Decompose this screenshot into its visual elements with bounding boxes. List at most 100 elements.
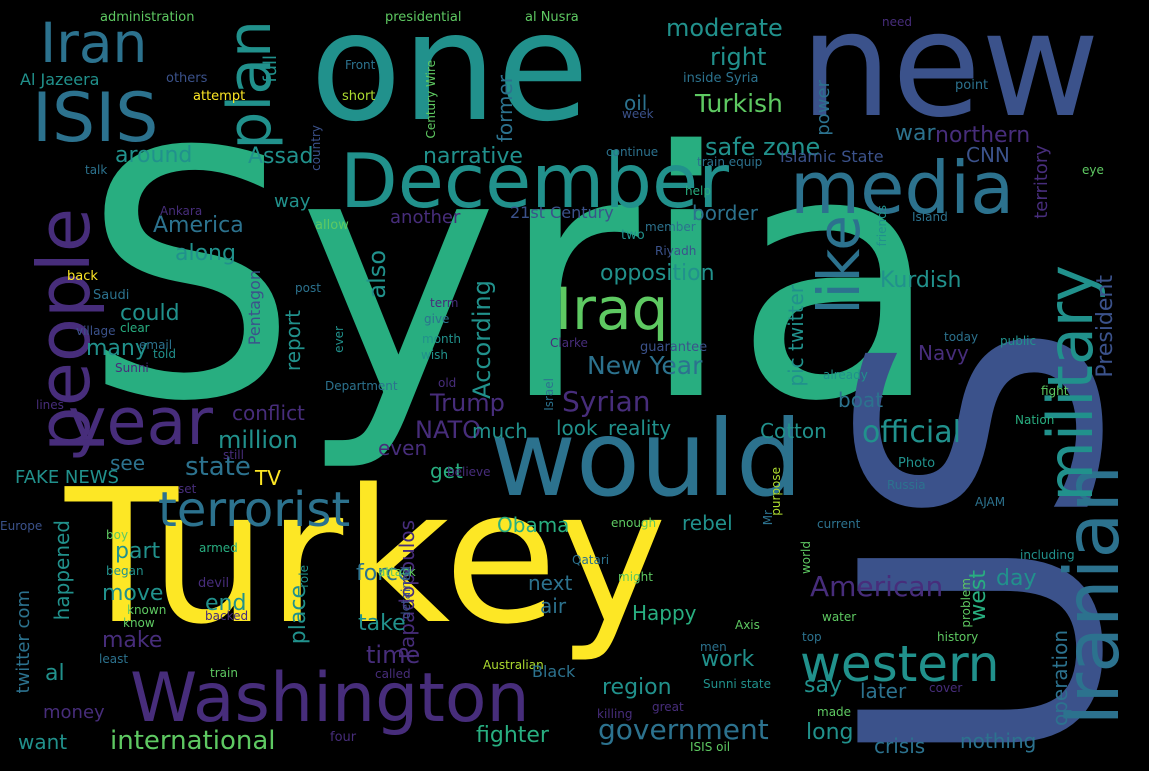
word-rebel: rebel: [682, 511, 733, 536]
word-member: member: [645, 220, 696, 235]
word-part: part: [115, 539, 161, 565]
word-front: Front: [345, 58, 376, 73]
word-great: great: [652, 700, 684, 715]
word-media: media: [790, 146, 1015, 231]
word-presidential: presidential: [385, 9, 462, 25]
word-began: began: [106, 564, 144, 579]
word-enough: enough: [611, 516, 657, 531]
word-set: set: [178, 482, 197, 497]
word-century-wire: Century Wire: [424, 60, 438, 139]
word-axis: Axis: [735, 618, 760, 633]
word-term: term: [430, 296, 459, 311]
word-saudi: Saudi: [93, 287, 130, 303]
word-sunni: Sunni: [115, 361, 149, 376]
word-many: many: [86, 336, 148, 362]
word-syrian: Syrian: [562, 384, 651, 418]
word-day: day: [996, 566, 1037, 592]
word-territory: territory: [1031, 145, 1052, 219]
word-attack: attack: [378, 565, 416, 580]
word-according: According: [468, 280, 496, 399]
word-ever: ever: [332, 326, 346, 353]
word-country: country: [309, 125, 323, 171]
word-full: full: [260, 55, 281, 83]
word-mr: Mr: [761, 510, 775, 526]
word-make: make: [102, 628, 163, 654]
word-history: history: [937, 630, 979, 645]
word-money: money: [43, 701, 105, 723]
word-two: two: [621, 227, 645, 243]
word-point: point: [955, 77, 989, 93]
word-work: work: [701, 647, 755, 673]
word-train-equip: train equip: [697, 155, 763, 170]
word-turkish: Turkish: [695, 89, 783, 118]
word-president: President: [1093, 275, 1118, 378]
word-could: could: [120, 301, 180, 327]
word-might: might: [618, 570, 653, 585]
word-public: public: [1000, 334, 1037, 349]
word-known: known: [127, 603, 167, 618]
word-trump: Trump: [430, 389, 505, 418]
word-al: al: [45, 661, 65, 687]
word-already: already: [823, 368, 868, 383]
word-today: today: [944, 330, 979, 345]
word-wish: wish: [421, 348, 449, 363]
word-black: Black: [532, 661, 576, 681]
word-guarantee: guarantee: [640, 339, 708, 355]
word-border: border: [692, 201, 759, 226]
word-official: official: [862, 414, 961, 450]
word-men: men: [700, 640, 727, 655]
word-look: look: [556, 416, 598, 441]
word-four: four: [330, 729, 357, 745]
word-administration: administration: [100, 9, 195, 25]
word-plan: plan: [215, 20, 285, 150]
word-isis-oil: ISIS oil: [690, 740, 731, 755]
word-state: state: [185, 451, 251, 482]
word-take: take: [358, 611, 406, 637]
word-would: would: [490, 397, 803, 520]
word-still: still: [223, 448, 244, 463]
word-tv: TV: [255, 466, 281, 491]
word-back: back: [67, 268, 98, 284]
word-million: million: [218, 426, 298, 455]
word-post: post: [295, 281, 321, 296]
word-talk: talk: [85, 163, 108, 178]
word-ajam: AJAM: [975, 495, 1006, 510]
word-much: much: [472, 419, 528, 444]
word-government: government: [598, 712, 769, 746]
word-al-jazeera: Al Jazeera: [20, 69, 100, 89]
word-top: top: [802, 630, 822, 645]
word-along: along: [175, 241, 236, 267]
word-qatari: Qatari: [572, 553, 610, 568]
word-armed: armed: [199, 541, 238, 556]
word-air: air: [540, 594, 567, 619]
word-continue: continue: [606, 145, 659, 160]
word-sunni-state: Sunni state: [703, 677, 771, 692]
word-place: place: [286, 585, 311, 645]
word-former: former: [493, 75, 517, 143]
word-northern: northern: [935, 123, 1031, 149]
word-riyadh: Riyadh: [655, 244, 697, 259]
word-western: western: [800, 635, 1000, 693]
word-right: right: [710, 43, 767, 72]
word-syria: Syria: [82, 79, 942, 476]
word-short: short: [342, 88, 376, 104]
word-old: old: [438, 376, 457, 391]
word-ankara: Ankara: [160, 204, 203, 219]
word-safe-zone: safe zone: [705, 133, 821, 162]
word-australian: Australian: [483, 658, 544, 673]
word-eye: eye: [1082, 163, 1104, 178]
word-also: also: [363, 250, 391, 299]
word-lines: lines: [36, 398, 64, 413]
word-problem: problem: [959, 578, 973, 628]
word-washington: Washington: [130, 658, 530, 738]
word-another: another: [390, 206, 461, 228]
word-time: time: [366, 641, 421, 670]
word-made: made: [817, 705, 852, 720]
word-least: least: [99, 652, 129, 667]
word-moderate: moderate: [666, 14, 783, 43]
word-cover: cover: [929, 681, 963, 696]
word-clarke: Clarke: [550, 336, 588, 351]
word-killing: killing: [597, 707, 633, 722]
word-assad: Assad: [248, 144, 314, 170]
word-others: others: [166, 70, 208, 86]
